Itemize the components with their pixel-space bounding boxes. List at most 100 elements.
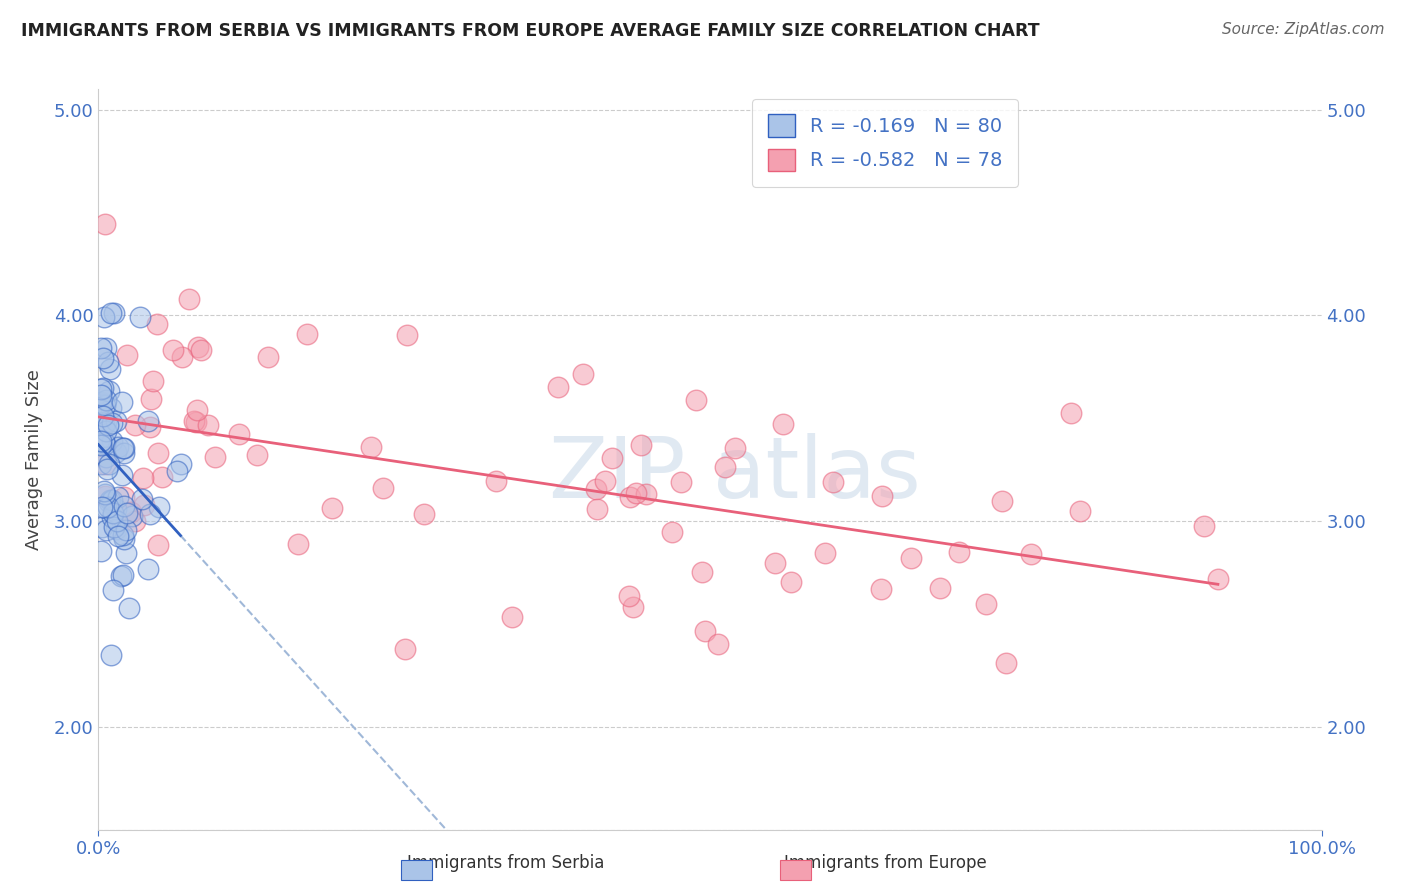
Point bbox=[619, 490, 641, 504]
Point bbox=[110, 568, 132, 582]
Point bbox=[870, 582, 893, 597]
Point bbox=[94, 392, 117, 407]
Point bbox=[166, 463, 188, 477]
Point bbox=[105, 413, 128, 427]
Point bbox=[256, 350, 278, 364]
Point bbox=[1060, 406, 1083, 420]
Point bbox=[360, 440, 382, 454]
Point bbox=[115, 348, 138, 362]
Text: Immigrants from Serbia: Immigrants from Serbia bbox=[408, 855, 605, 872]
Point bbox=[990, 494, 1012, 508]
Point bbox=[91, 520, 114, 534]
Point bbox=[105, 522, 128, 536]
Point bbox=[93, 458, 115, 472]
Point bbox=[183, 414, 205, 428]
Point bbox=[141, 392, 163, 407]
Point bbox=[120, 505, 142, 519]
Point bbox=[96, 523, 118, 537]
Point bbox=[132, 471, 155, 485]
Point bbox=[94, 436, 117, 450]
Point bbox=[146, 538, 169, 552]
Point bbox=[103, 519, 125, 533]
Legend: R = -0.169   N = 80, R = -0.582   N = 78: R = -0.169 N = 80, R = -0.582 N = 78 bbox=[752, 99, 1018, 186]
Point bbox=[187, 340, 209, 354]
Point bbox=[101, 493, 124, 508]
Point bbox=[94, 398, 117, 412]
Point bbox=[90, 394, 112, 409]
Point bbox=[630, 438, 652, 452]
Y-axis label: Average Family Size: Average Family Size bbox=[25, 369, 42, 549]
Point bbox=[136, 414, 159, 428]
Point bbox=[98, 492, 121, 507]
Point bbox=[485, 474, 508, 488]
Point bbox=[870, 489, 893, 503]
Point bbox=[100, 306, 122, 320]
Point bbox=[636, 487, 658, 501]
Point bbox=[94, 501, 117, 516]
Point bbox=[100, 401, 122, 415]
Point bbox=[100, 648, 122, 662]
Point bbox=[693, 624, 716, 639]
Point bbox=[714, 460, 737, 475]
Point bbox=[94, 415, 117, 429]
Point bbox=[93, 483, 115, 498]
Point bbox=[124, 514, 146, 528]
Point bbox=[724, 441, 747, 455]
Point bbox=[1206, 572, 1229, 586]
Point bbox=[585, 483, 607, 497]
Point bbox=[128, 310, 150, 324]
Point bbox=[101, 434, 124, 449]
Point bbox=[90, 437, 112, 451]
Point bbox=[586, 502, 609, 516]
Point bbox=[93, 435, 115, 450]
Point bbox=[297, 326, 319, 341]
Point bbox=[112, 442, 135, 456]
Point bbox=[93, 381, 115, 395]
Point bbox=[111, 528, 134, 542]
Point bbox=[107, 528, 129, 542]
Point bbox=[779, 574, 801, 589]
Point bbox=[184, 415, 207, 429]
Point bbox=[111, 467, 134, 482]
Point bbox=[621, 600, 644, 615]
Point bbox=[142, 374, 165, 388]
Point bbox=[90, 457, 112, 471]
Point bbox=[94, 425, 117, 439]
Point bbox=[169, 457, 191, 471]
Point bbox=[112, 499, 135, 513]
Point bbox=[93, 217, 115, 231]
Point bbox=[823, 475, 845, 490]
Point bbox=[501, 609, 523, 624]
Point bbox=[179, 292, 201, 306]
Point bbox=[617, 590, 640, 604]
Point bbox=[98, 495, 121, 509]
Point bbox=[1194, 519, 1216, 533]
Point bbox=[772, 417, 794, 431]
Point bbox=[1069, 504, 1091, 518]
Point bbox=[100, 416, 122, 430]
Point bbox=[112, 491, 135, 505]
Point bbox=[90, 407, 112, 421]
Point bbox=[97, 355, 120, 369]
Point bbox=[707, 637, 730, 651]
Point bbox=[186, 402, 208, 417]
Point bbox=[139, 508, 162, 522]
Point bbox=[148, 445, 170, 459]
Point bbox=[321, 500, 343, 515]
Point bbox=[146, 317, 169, 331]
Point bbox=[396, 328, 419, 343]
Point bbox=[93, 310, 115, 325]
Point bbox=[948, 544, 970, 558]
Point bbox=[93, 487, 115, 501]
Point bbox=[136, 561, 159, 575]
Point bbox=[115, 506, 138, 520]
Point bbox=[97, 417, 120, 432]
Point bbox=[132, 499, 155, 513]
Point bbox=[190, 343, 212, 357]
Point bbox=[93, 409, 115, 423]
Point bbox=[103, 306, 125, 320]
Point bbox=[148, 500, 170, 515]
Point bbox=[91, 351, 114, 365]
Point bbox=[228, 426, 250, 441]
Point bbox=[107, 440, 129, 454]
